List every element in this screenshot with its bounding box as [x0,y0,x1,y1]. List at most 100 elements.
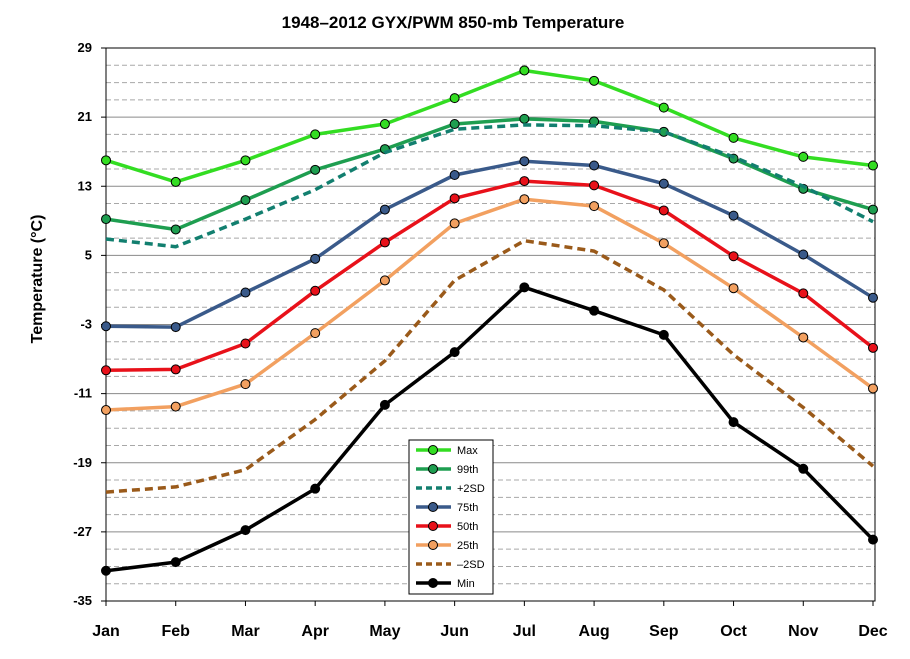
data-point [379,204,390,215]
data-point [868,383,878,394]
legend-marker [428,540,438,550]
data-point [589,75,600,86]
x-tick-label: Jan [92,623,120,640]
data-point [519,176,530,187]
data-point [240,338,251,349]
data-point [379,119,390,130]
data-point [449,170,460,181]
data-point [868,204,878,215]
data-point [310,164,321,175]
y-axis-label: Temperature (°C) [29,215,46,344]
series-25th [101,194,878,416]
x-tick-label: May [369,623,400,640]
legend-entry: 99th [416,464,478,476]
data-point [658,178,669,189]
x-axis-ticks: Jan Feb Mar Apr May Jun Jul Aug Sep Oct Nov Dec [92,601,888,640]
legend-box [408,439,494,595]
series-line [104,68,875,184]
y-tick-label: -27 [73,524,92,539]
data-point [101,321,111,332]
x-tick-label: Feb [162,623,191,640]
legend-label: 75th [457,502,478,514]
y-tick-label: 29 [78,40,92,55]
y-tick-label: -11 [74,386,92,401]
data-point [170,322,181,333]
data-point [798,151,809,162]
legend-marker [428,502,438,512]
data-point [798,332,809,343]
series-line [104,159,875,329]
data-point [101,405,111,416]
data-point [728,210,739,221]
data-point [240,155,251,166]
legend-entry: +2SD [416,483,485,495]
series-2sd [105,123,874,249]
series-50th [101,176,878,376]
data-point [728,417,739,428]
y-tick-label: 13 [78,178,92,193]
data-point [170,557,181,568]
series-line [104,285,875,573]
legend-entry: –2SD [416,559,485,571]
legend-marker [428,578,438,588]
data-point [101,214,111,225]
legend-label: 99th [457,464,478,476]
data-point [589,305,600,316]
data-point [240,287,251,298]
data-point [101,565,111,576]
data-point [449,218,460,229]
series-99th [101,113,878,235]
data-point [449,347,460,358]
data-series [101,65,878,576]
legend: Max 99th +2SD 75th 50th 25th –2SD Min [408,439,494,595]
x-tick-label: Mar [231,623,259,640]
data-point [519,194,530,205]
data-point [798,249,809,260]
x-tick-label: Nov [788,623,818,640]
data-point [519,65,530,76]
legend-entry: 25th [416,540,478,552]
legend-entry: Max [416,445,478,457]
data-point [658,329,669,340]
y-tick-label: -3 [80,317,92,332]
x-tick-label: Aug [579,623,610,640]
legend-marker [428,445,438,455]
data-point [449,93,460,104]
y-axis-ticks: 29 21 13 5 -3 -11 -19 -27 -35 [73,40,106,608]
legend-label: 25th [457,540,478,552]
series-max [101,65,878,187]
data-point [240,195,251,206]
x-tick-label: Dec [858,623,887,640]
legend-marker [428,521,438,531]
data-point [589,201,600,212]
x-tick-label: Oct [720,623,747,640]
legend-label: +2SD [457,483,485,495]
series-75th [101,156,878,333]
data-point [868,160,878,171]
data-point [658,238,669,249]
data-point [658,205,669,216]
data-point [101,365,111,376]
data-point [798,463,809,474]
legend-entry: Min [416,578,475,590]
data-point [240,379,251,390]
data-point [589,160,600,171]
y-tick-label: -35 [73,593,92,608]
data-point [519,113,530,124]
data-point [310,285,321,296]
x-tick-label: Sep [649,623,679,640]
data-point [449,119,460,130]
data-point [310,253,321,264]
data-point [519,156,530,167]
series-min [101,282,878,576]
data-point [728,132,739,143]
data-point [170,401,181,412]
legend-label: Min [457,578,475,590]
x-tick-label: Jun [440,623,468,640]
data-point [310,483,321,494]
y-tick-label: 5 [85,247,92,262]
data-point [310,328,321,339]
legend-entry: 50th [416,521,478,533]
